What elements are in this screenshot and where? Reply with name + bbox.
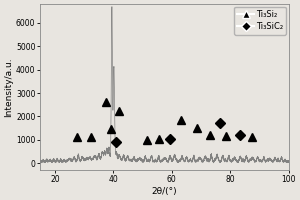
X-axis label: 2θ/(°): 2θ/(°)	[152, 187, 177, 196]
Y-axis label: Intensity/a.u.: Intensity/a.u.	[4, 57, 13, 117]
Legend: Ti₃Si₂, Ti₃SiC₂: Ti₃Si₂, Ti₃SiC₂	[234, 7, 286, 35]
